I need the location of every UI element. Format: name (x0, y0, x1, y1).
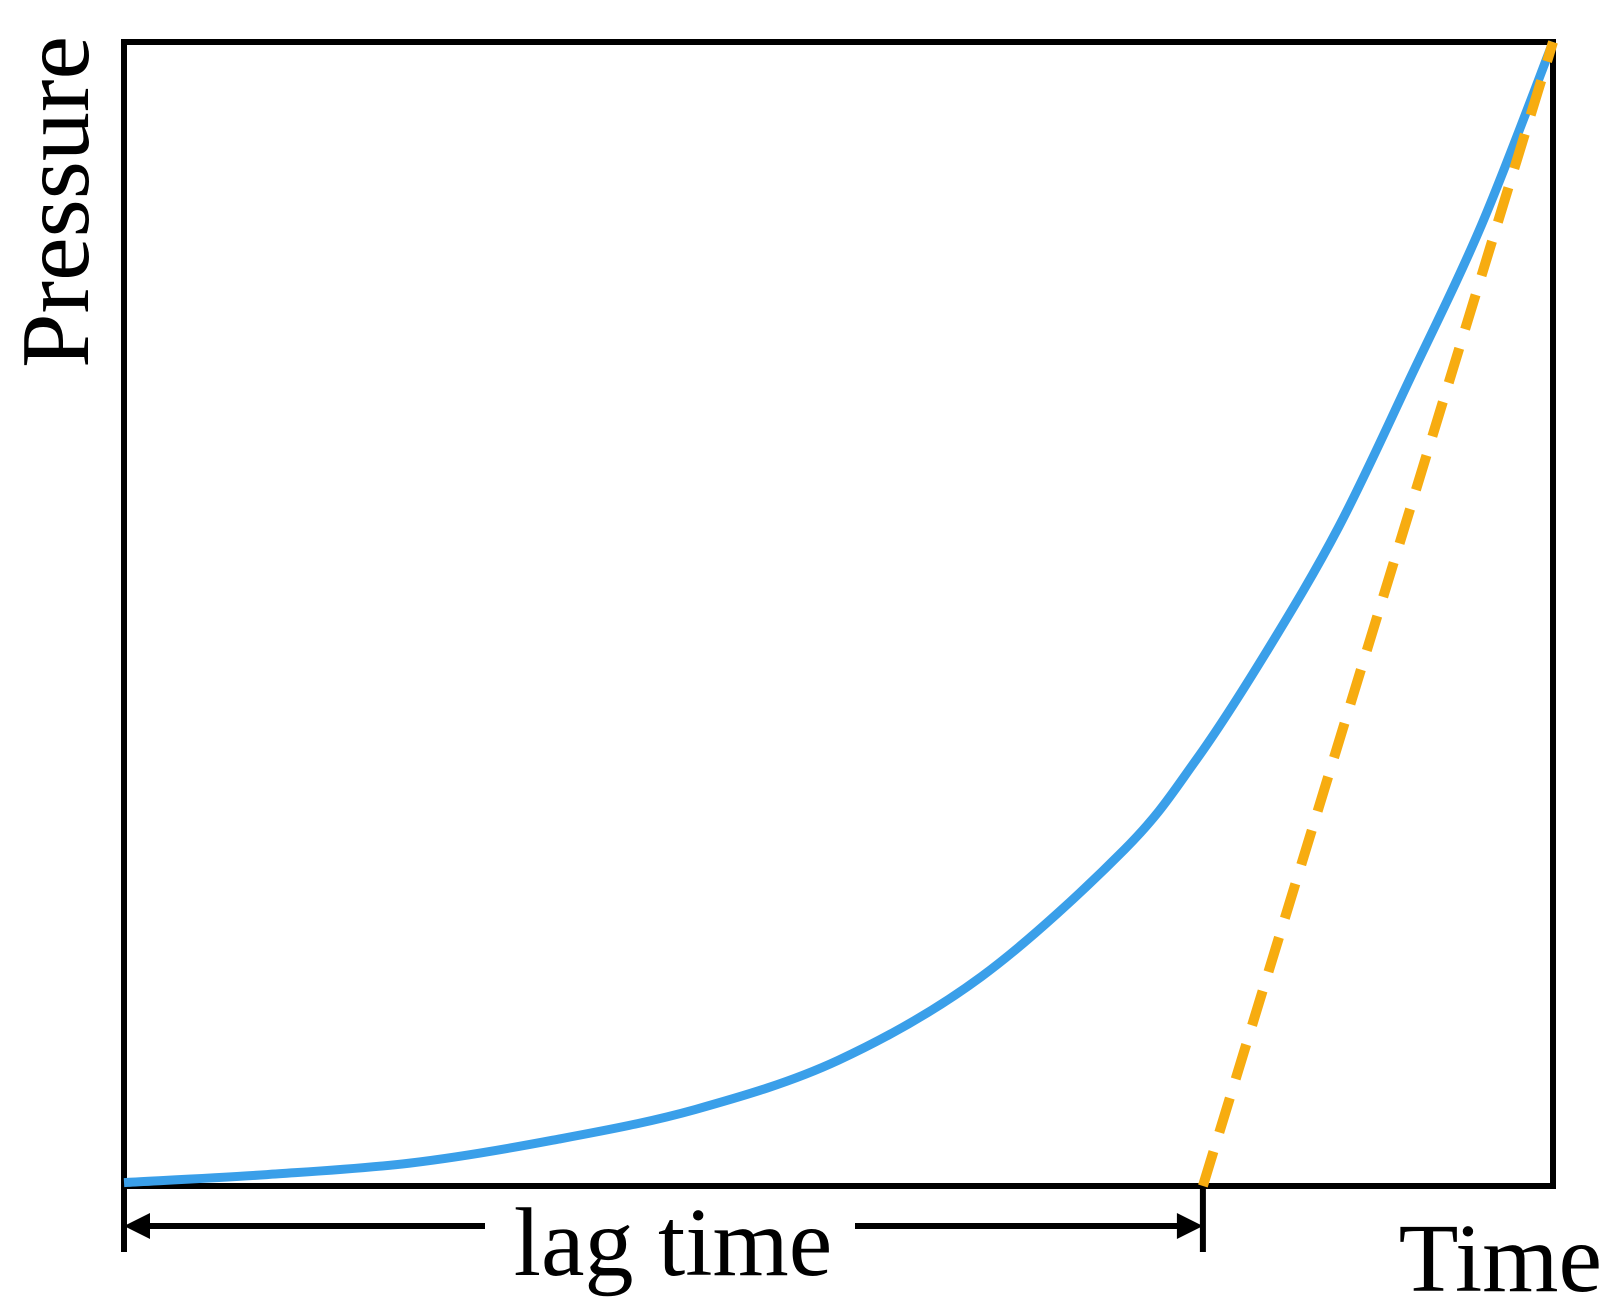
lag-time-arrowhead-right (1176, 1213, 1203, 1239)
lag-time-label: lag time (514, 1189, 832, 1297)
lag-time-arrowhead-left (124, 1213, 150, 1239)
x-axis-label: Time (1399, 1205, 1602, 1306)
y-axis-label: Pressure (2, 36, 110, 368)
tangent-line-dashed (1198, 40, 1558, 1188)
series-layer (123, 40, 1558, 1188)
pressure-curve-line (123, 40, 1558, 1188)
plot-frame (121, 39, 1556, 1189)
lag-time-annotation (121, 1189, 1206, 1252)
